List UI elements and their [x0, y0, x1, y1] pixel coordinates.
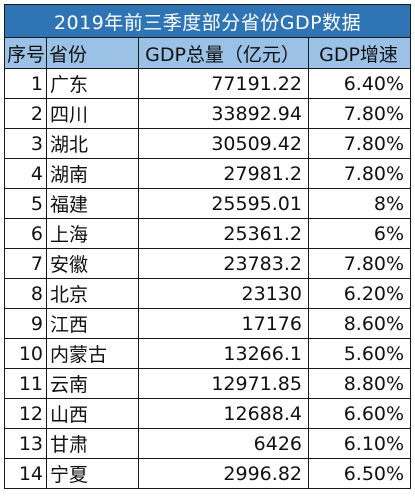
row-index-cell[interactable]: 9 [4, 308, 47, 339]
row-province-cell[interactable]: 宁夏 [46, 458, 139, 489]
row-index-cell[interactable]: 6 [4, 218, 47, 249]
row-gdp-cell[interactable]: 12971.85 [138, 368, 309, 399]
table-row: 11 云南 12971.85 8.80% [4, 368, 412, 399]
row-growth-cell[interactable]: 6.60% [307, 398, 412, 429]
row-growth-cell[interactable]: 7.80% [307, 128, 412, 159]
table-row: 1 广东 77191.22 6.40% [4, 68, 412, 99]
table-row: 6 上海 25361.2 6% [4, 218, 412, 249]
row-growth-cell[interactable]: 6% [307, 218, 412, 249]
row-index-cell[interactable]: 13 [4, 428, 47, 459]
row-gdp-cell[interactable]: 30509.42 [138, 128, 309, 159]
row-index-cell[interactable]: 2 [4, 98, 47, 129]
row-growth-cell[interactable]: 6.50% [307, 458, 412, 489]
row-province-cell[interactable]: 北京 [46, 278, 139, 309]
row-province-cell[interactable]: 云南 [46, 368, 139, 399]
header-index[interactable]: 序号 [4, 37, 47, 69]
table-row: 4 湖南 27981.2 7.80% [4, 158, 412, 189]
table-row: 14 宁夏 2996.82 6.50% [4, 458, 412, 489]
table-row: 2 四川 33892.94 7.80% [4, 98, 412, 129]
table-row: 5 福建 25595.01 8% [4, 188, 412, 219]
row-growth-cell[interactable]: 8.80% [307, 368, 412, 399]
row-growth-cell[interactable]: 7.80% [307, 158, 412, 189]
row-index-cell[interactable]: 8 [4, 278, 47, 309]
row-province-cell[interactable]: 安徽 [46, 248, 139, 279]
table-row: 8 北京 23130 6.20% [4, 278, 412, 309]
row-growth-cell[interactable]: 6.20% [307, 278, 412, 309]
row-gdp-cell[interactable]: 77191.22 [138, 68, 309, 99]
row-province-cell[interactable]: 四川 [46, 98, 139, 129]
row-gdp-cell[interactable]: 23130 [138, 278, 309, 309]
table-title[interactable]: 2019年前三季度部分省份GDP数据 [3, 4, 412, 38]
row-index-cell[interactable]: 10 [4, 338, 47, 369]
row-growth-cell[interactable]: 8% [307, 188, 412, 219]
row-index-cell[interactable]: 3 [4, 128, 47, 159]
row-index-cell[interactable]: 14 [4, 458, 47, 489]
row-gdp-cell[interactable]: 23783.2 [138, 248, 309, 279]
gdp-table: 2019年前三季度部分省份GDP数据 序号 省份 GDP总量（亿元） GDP增速… [3, 4, 412, 489]
table-row: 9 江西 17176 8.60% [4, 308, 412, 339]
header-province[interactable]: 省份 [46, 37, 139, 69]
row-province-cell[interactable]: 山西 [46, 398, 139, 429]
row-gdp-cell[interactable]: 13266.1 [138, 338, 309, 369]
row-gdp-cell[interactable]: 12688.4 [138, 398, 309, 429]
table-row: 10 内蒙古 13266.1 5.60% [4, 338, 412, 369]
table-row: 13 甘肃 6426 6.10% [4, 428, 412, 459]
row-gdp-cell[interactable]: 17176 [138, 308, 309, 339]
row-gdp-cell[interactable]: 33892.94 [138, 98, 309, 129]
table-row: 7 安徽 23783.2 7.80% [4, 248, 412, 279]
row-gdp-cell[interactable]: 25595.01 [138, 188, 309, 219]
title-row: 2019年前三季度部分省份GDP数据 [3, 4, 412, 38]
row-province-cell[interactable]: 湖南 [46, 158, 139, 189]
header-row: 序号 省份 GDP总量（亿元） GDP增速 [4, 37, 412, 69]
row-index-cell[interactable]: 7 [4, 248, 47, 279]
row-province-cell[interactable]: 内蒙古 [46, 338, 139, 369]
row-growth-cell[interactable]: 6.40% [307, 68, 412, 99]
row-province-cell[interactable]: 湖北 [46, 128, 139, 159]
row-province-cell[interactable]: 上海 [46, 218, 139, 249]
row-province-cell[interactable]: 福建 [46, 188, 139, 219]
row-growth-cell[interactable]: 5.60% [307, 338, 412, 369]
row-province-cell[interactable]: 甘肃 [46, 428, 139, 459]
row-growth-cell[interactable]: 8.60% [307, 308, 412, 339]
row-growth-cell[interactable]: 6.10% [307, 428, 412, 459]
row-gdp-cell[interactable]: 6426 [138, 428, 309, 459]
row-province-cell[interactable]: 广东 [46, 68, 139, 99]
row-index-cell[interactable]: 5 [4, 188, 47, 219]
row-gdp-cell[interactable]: 27981.2 [138, 158, 309, 189]
table-body: 2019年前三季度部分省份GDP数据 序号 省份 GDP总量（亿元） GDP增速… [3, 4, 412, 489]
table-row: 3 湖北 30509.42 7.80% [4, 128, 412, 159]
header-gdp[interactable]: GDP总量（亿元） [138, 37, 309, 69]
spreadsheet: 2019年前三季度部分省份GDP数据 序号 省份 GDP总量（亿元） GDP增速… [3, 4, 412, 489]
table-row: 12 山西 12688.4 6.60% [4, 398, 412, 429]
row-index-cell[interactable]: 4 [4, 158, 47, 189]
row-gdp-cell[interactable]: 2996.82 [138, 458, 309, 489]
row-province-cell[interactable]: 江西 [46, 308, 139, 339]
row-index-cell[interactable]: 12 [4, 398, 47, 429]
header-growth[interactable]: GDP增速 [307, 37, 412, 69]
row-index-cell[interactable]: 11 [4, 368, 47, 399]
row-growth-cell[interactable]: 7.80% [307, 248, 412, 279]
row-gdp-cell[interactable]: 25361.2 [138, 218, 309, 249]
row-index-cell[interactable]: 1 [4, 68, 47, 99]
row-growth-cell[interactable]: 7.80% [307, 98, 412, 129]
